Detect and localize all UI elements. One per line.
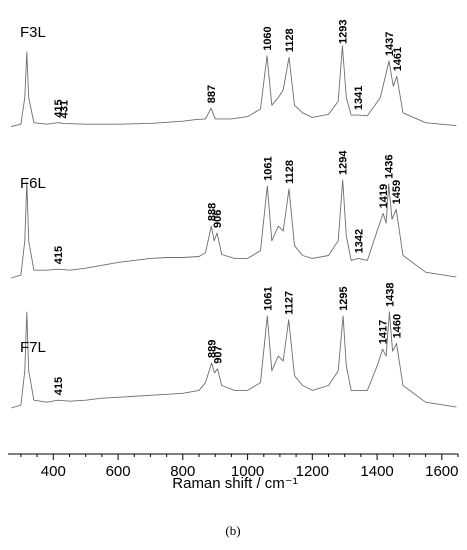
- spectrum-line-f7l: [11, 311, 457, 409]
- peak-label: 1128: [284, 160, 296, 184]
- peak-label: 1061: [262, 156, 274, 180]
- spectra-group: [11, 45, 457, 409]
- peak-label: 889: [207, 340, 219, 358]
- peak-label: 1437: [384, 32, 396, 56]
- peak-label: 1060: [262, 26, 274, 50]
- x-tick-label: 1200: [296, 463, 329, 480]
- sample-label-f6l: F6L: [20, 175, 46, 192]
- peak-label: 1128: [284, 28, 296, 52]
- peak-label: 1061: [262, 286, 274, 310]
- peak-label: 1436: [384, 155, 396, 179]
- peak-label: 888: [206, 203, 218, 221]
- peak-label: 415: [53, 377, 65, 395]
- x-tick-label: 400: [41, 463, 66, 480]
- x-tick-label: 1000: [231, 463, 264, 480]
- x-tick-label: 1400: [360, 463, 393, 480]
- x-axis-label: Raman shift / cm⁻¹: [172, 475, 297, 492]
- peak-label: 1438: [384, 283, 396, 307]
- panel-label: (b): [225, 523, 240, 538]
- peak-label: 1460: [392, 314, 404, 338]
- peak-label: 906: [212, 210, 224, 228]
- peak-label: 1295: [338, 286, 350, 310]
- peak-label: 907: [213, 345, 225, 363]
- sample-label-f7l: F7L: [20, 339, 46, 356]
- peak-label: 1127: [284, 291, 296, 315]
- peak-label: 415: [53, 246, 65, 264]
- peak-label: 1294: [338, 150, 350, 175]
- x-tick-label: 1600: [425, 463, 458, 480]
- peak-label: 1417: [378, 320, 390, 344]
- sample-label-f3l: F3L: [20, 24, 46, 41]
- peak-label: 431: [58, 100, 70, 118]
- peak-label: 1293: [337, 20, 349, 44]
- peak-label: 1459: [391, 180, 403, 204]
- x-axis: 400 600 800 1000 1200 1400 1600: [8, 453, 459, 480]
- x-tick-label: 600: [106, 463, 131, 480]
- peak-label: 1341: [353, 86, 365, 110]
- peak-label: 887: [206, 85, 218, 103]
- spectrum-line-f6l: [11, 179, 457, 279]
- peak-label: 1419: [378, 184, 390, 208]
- x-tick-label: 800: [170, 463, 195, 480]
- peak-label: 415: [53, 99, 65, 117]
- peak-label: 1461: [392, 47, 404, 71]
- spectrum-line-f3l: [11, 45, 457, 127]
- peak-label: 1342: [353, 229, 365, 253]
